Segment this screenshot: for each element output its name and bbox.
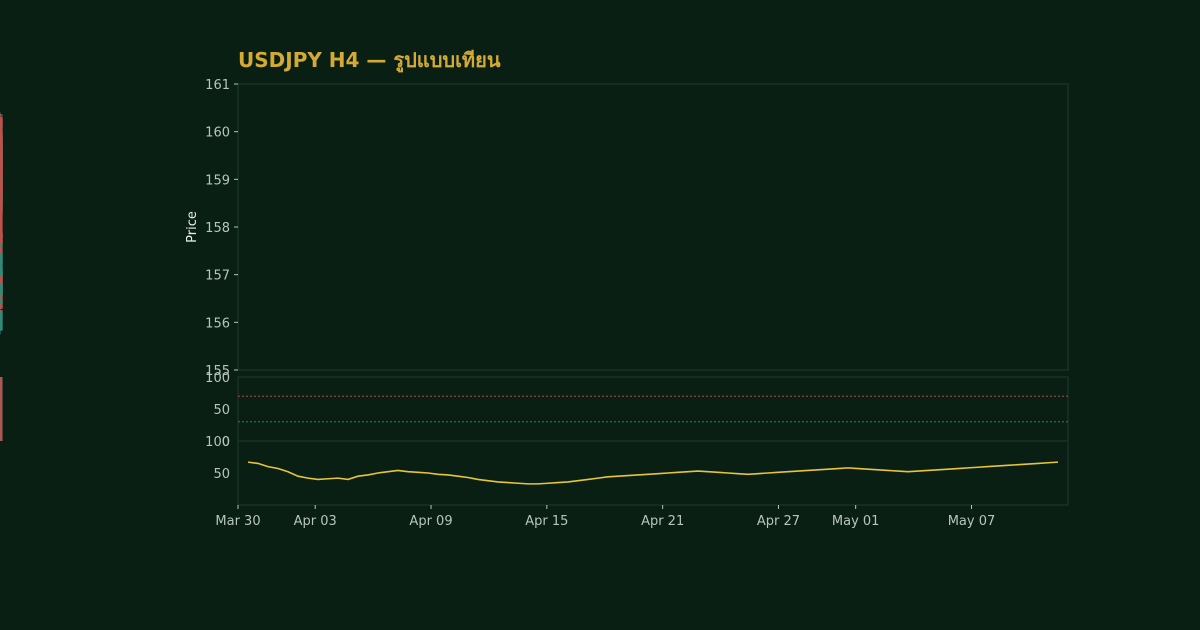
x-tick-label: Mar 30 [215, 514, 260, 529]
oscillator-panel-2-frame [237, 440, 1069, 506]
candle-body [0, 292, 3, 300]
oscillator-panel-1-frame [237, 376, 1069, 442]
osc1-y-tick-label: 100 [205, 371, 230, 386]
candle-body [0, 126, 3, 190]
candle-body [0, 242, 3, 248]
x-tick-label: Apr 09 [409, 514, 452, 529]
y-tick-label: 159 [205, 173, 230, 188]
candle-body [0, 251, 3, 259]
x-tick-label: Apr 27 [757, 514, 800, 529]
candle-body [0, 283, 3, 290]
y-axis-label: Price [185, 211, 200, 243]
candle-body [0, 282, 3, 285]
osc1-y-tick-label: 50 [213, 403, 230, 418]
x-tick-label: Apr 03 [294, 514, 337, 529]
osc2-y-tick-label: 50 [213, 467, 230, 482]
x-tick-label: May 07 [948, 514, 996, 529]
y-tick-label: 155 [205, 364, 230, 379]
candle-body [0, 306, 3, 308]
x-tick-label: Apr 21 [641, 514, 684, 529]
candle-body [0, 243, 3, 245]
osc2-line [247, 461, 1059, 485]
osc1-bar [0, 377, 3, 441]
candle-body [0, 249, 3, 251]
candle-body [0, 230, 3, 237]
candle-body [0, 116, 3, 121]
candle-body [0, 320, 3, 331]
y-tick-label: 158 [205, 221, 230, 236]
x-tick-label: Apr 15 [525, 514, 568, 529]
candle-body [0, 235, 3, 243]
price-panel-frame [237, 83, 1069, 371]
candle-body [0, 300, 3, 304]
candle-body [0, 114, 3, 116]
candle-body [0, 293, 3, 296]
candle-body [0, 279, 3, 284]
osc2-y-tick-label: 100 [205, 435, 230, 450]
y-tick-label: 157 [205, 269, 230, 284]
osc1-y-tick-label: 0 [222, 435, 230, 450]
candle-body [0, 234, 3, 238]
candle-body [0, 310, 3, 320]
y-tick-label: 156 [205, 316, 230, 331]
candle-body [0, 261, 3, 272]
candle-body [0, 185, 3, 248]
candle-body [0, 307, 3, 309]
y-tick-label: 161 [205, 78, 230, 93]
candle-body [0, 119, 3, 127]
x-tick-label: May 01 [832, 514, 880, 529]
candle-body [0, 253, 3, 264]
candle-body [0, 288, 3, 293]
y-tick-label: 160 [205, 126, 230, 141]
chart-title: USDJPY H4 — รูปแบบเทียน [238, 48, 501, 72]
candle-body [0, 249, 3, 251]
